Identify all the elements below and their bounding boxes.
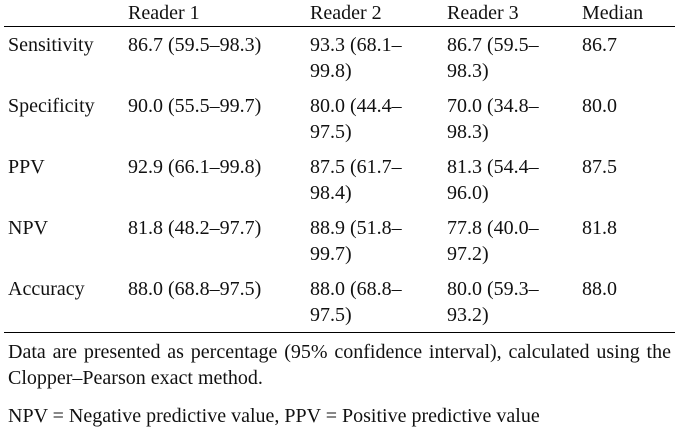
data-cell: 88.0 [578, 271, 675, 333]
data-cell: 88.9 (51.8–99.7) [310, 217, 402, 265]
row-label: Sensitivity [8, 34, 94, 56]
header-cell: Reader 3 [443, 0, 578, 27]
results-table: Reader 1 Reader 2 Reader 3 Median Sensitivi… [4, 0, 675, 333]
data-cell: 77.8 (40.0–97.2) [447, 217, 539, 265]
data-cell: 81.8 [582, 217, 617, 239]
data-cell: 81.8 (48.2–97.7) [128, 217, 262, 239]
footnotes: Data are presented as percentage (95% co… [4, 339, 675, 429]
data-cell: 86.7 [582, 34, 617, 56]
table-row: Specificity 90.0 (55.5–99.7) 80.0 (44.4–97… [4, 88, 675, 149]
table-body: Sensitivity 86.7 (59.5–98.3) 93.3 (68.1–99… [4, 27, 675, 333]
data-cell: 70.0 (34.8–98.3) [447, 95, 539, 143]
data-cell: 93.3 (68.1–99.8) [310, 34, 402, 82]
header-cell: Median [578, 0, 675, 27]
footnote: Data are presented as percentage (95% co… [8, 341, 671, 389]
data-cell: 87.5 [582, 156, 617, 178]
row-label: PPV [8, 156, 45, 178]
row-label: Accuracy [4, 271, 124, 333]
row-label: Specificity [8, 95, 95, 117]
footnote: NPV = Negative predictive value, PPV = P… [8, 405, 540, 427]
data-cell: 81.3 (54.4–96.0) [447, 156, 539, 204]
header-cell: Reader 2 [306, 0, 443, 27]
header-cell [4, 0, 124, 27]
data-cell: 86.7 (59.5–98.3) [447, 34, 539, 82]
data-cell: 88.0 (68.8–97.5) [306, 271, 443, 333]
data-cell: 92.9 (66.1–99.8) [128, 156, 262, 178]
table-row: Sensitivity 86.7 (59.5–98.3) 93.3 (68.1–99… [4, 27, 675, 89]
data-cell: 80.0 (59.3–93.2) [443, 271, 578, 333]
data-cell: 87.5 (61.7–98.4) [310, 156, 402, 204]
header-row: Reader 1 Reader 2 Reader 3 Median [4, 0, 675, 27]
data-cell: 80.0 [582, 95, 617, 117]
data-cell: 86.7 (59.5–98.3) [128, 34, 262, 56]
data-cell: 88.0 (68.8–97.5) [124, 271, 306, 333]
table-row: PPV 92.9 (66.1–99.8) 87.5 (61.7–98.4) 81.3 … [4, 149, 675, 210]
data-cell: 80.0 (44.4–97.5) [310, 95, 402, 143]
table-row: Accuracy 88.0 (68.8–97.5) 88.0 (68.8–97.5)… [4, 271, 675, 333]
header-cell: Reader 1 [124, 0, 306, 27]
table-figure: Reader 1 Reader 2 Reader 3 Median Sensitivi… [4, 0, 675, 429]
row-label: NPV [8, 217, 49, 239]
table-row: NPV 81.8 (48.2–97.7) 88.9 (51.8–99.7) 77.8 … [4, 210, 675, 271]
data-cell: 90.0 (55.5–99.7) [128, 95, 262, 117]
